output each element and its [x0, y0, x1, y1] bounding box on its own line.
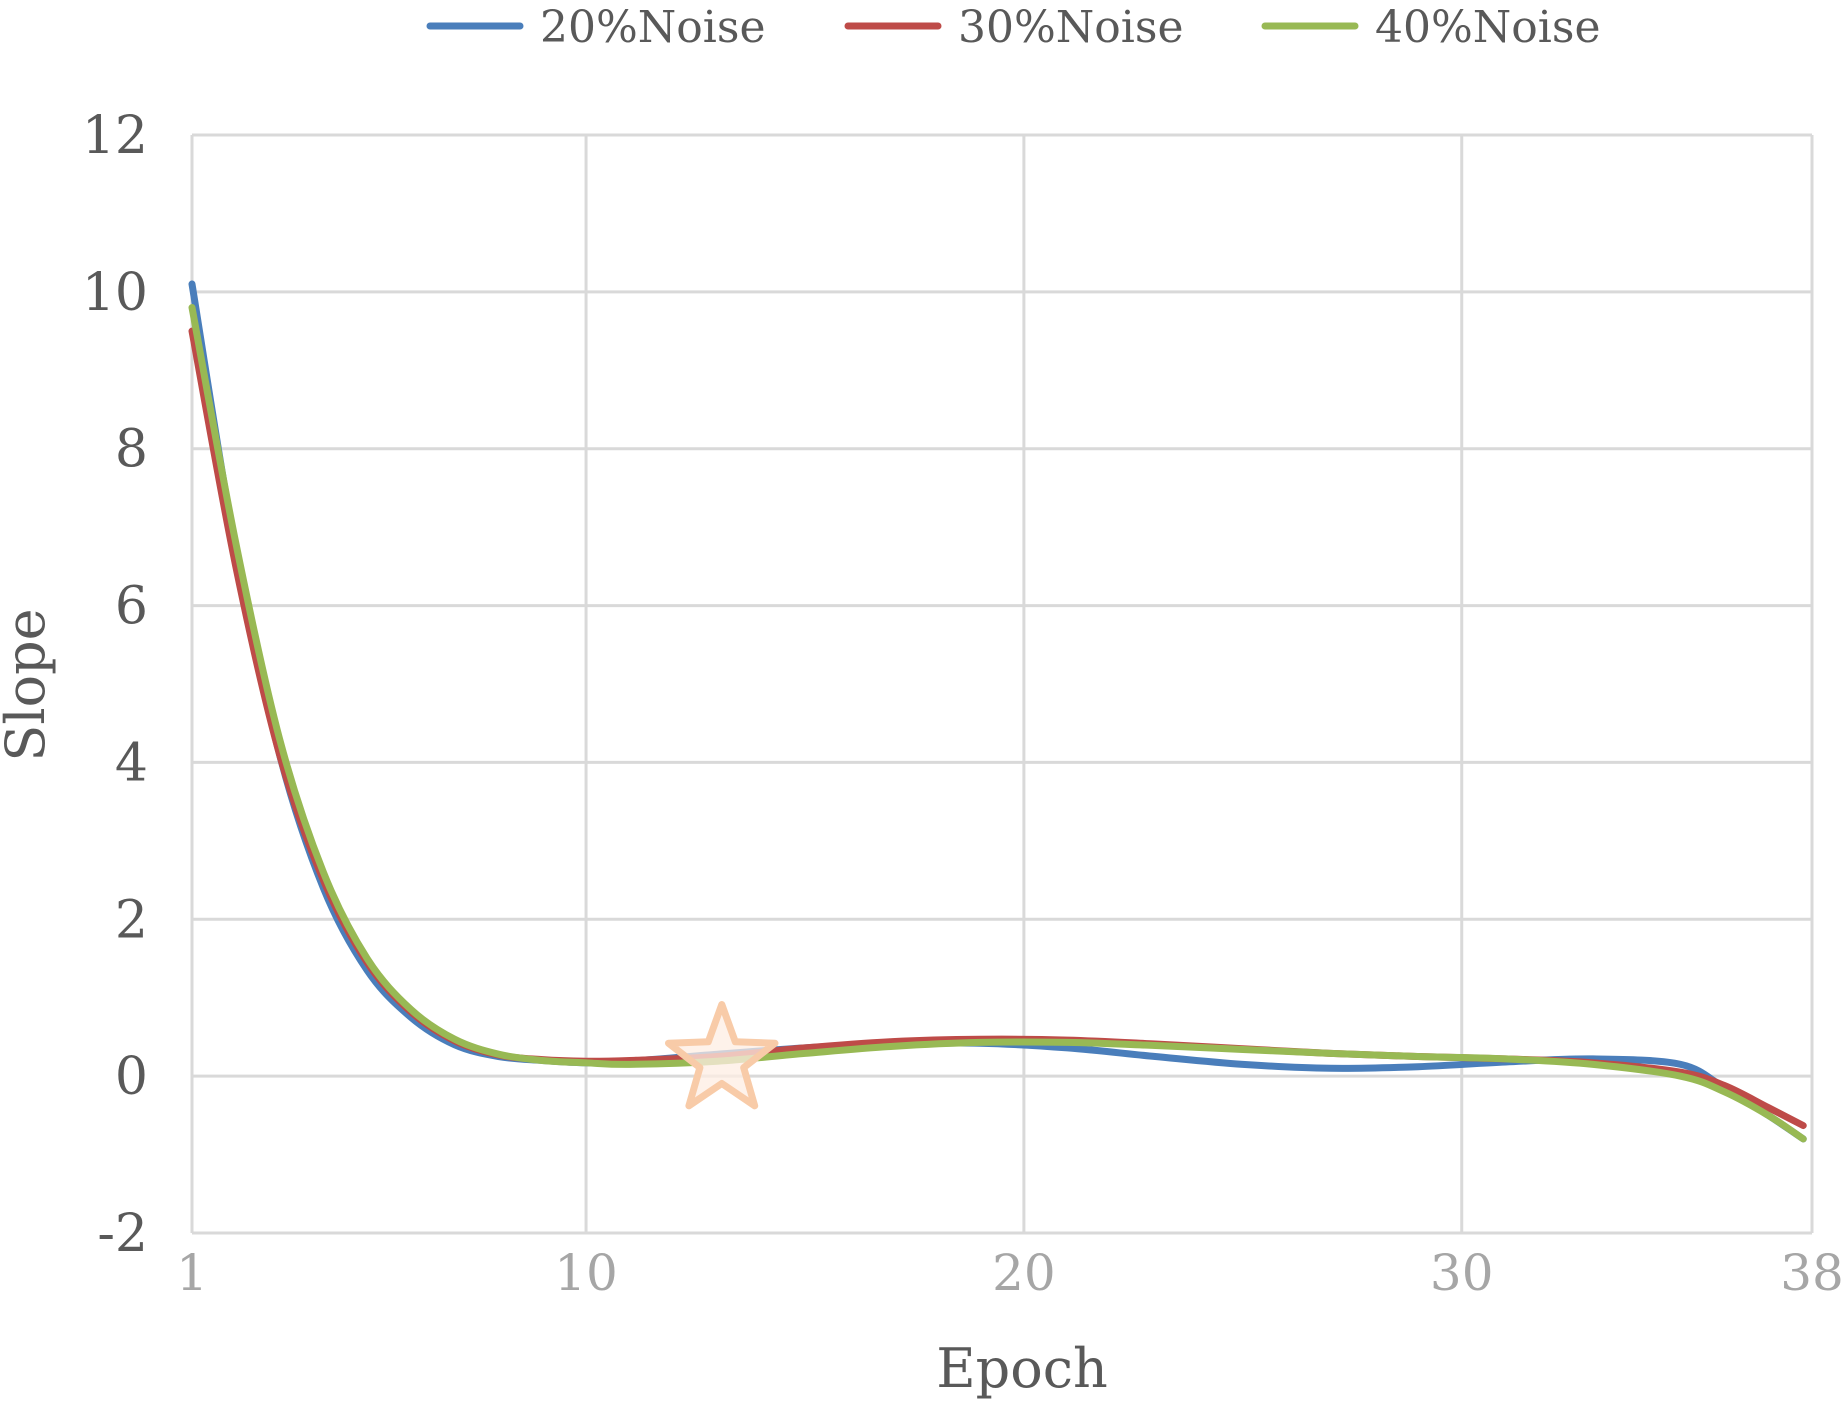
- legend-label: 20%Noise: [540, 2, 765, 53]
- x-tick-label: 20: [992, 1244, 1056, 1302]
- y-tick-label: -2: [97, 1204, 148, 1264]
- y-tick-label: 8: [115, 420, 148, 480]
- legend-label: 30%Noise: [958, 2, 1183, 53]
- axis-titles: Epoch Slope: [0, 608, 1108, 1400]
- series-line-20-noise: [188, 280, 1807, 1143]
- series-line-40-noise: [188, 304, 1807, 1143]
- annotations: [665, 1001, 779, 1110]
- y-tick-label: 0: [115, 1047, 148, 1107]
- x-tick-label: 30: [1430, 1244, 1494, 1302]
- legend: 20%Noise 30%Noise 40%Noise: [426, 2, 1600, 53]
- axes: -2 0 2 4 6 8 10 12 1 10 20 30 38: [82, 106, 1844, 1302]
- y-tick-label: 4: [115, 733, 148, 793]
- series-line-30-noise: [188, 327, 1807, 1130]
- y-tick-label: 12: [82, 106, 148, 166]
- y-tick-label: 10: [82, 263, 148, 323]
- legend-label: 40%Noise: [1375, 2, 1600, 53]
- y-axis-title: Slope: [0, 608, 57, 761]
- x-axis-title: Epoch: [936, 1337, 1108, 1400]
- x-tick-label: 38: [1780, 1244, 1844, 1302]
- y-tick-label: 6: [115, 577, 148, 637]
- star-marker: [665, 1001, 779, 1110]
- x-tick-label: 1: [176, 1244, 208, 1302]
- y-tick-label: 2: [115, 890, 148, 950]
- series-lines: [188, 280, 1807, 1143]
- grid: [190, 133, 1814, 1235]
- x-tick-label: 10: [554, 1244, 618, 1302]
